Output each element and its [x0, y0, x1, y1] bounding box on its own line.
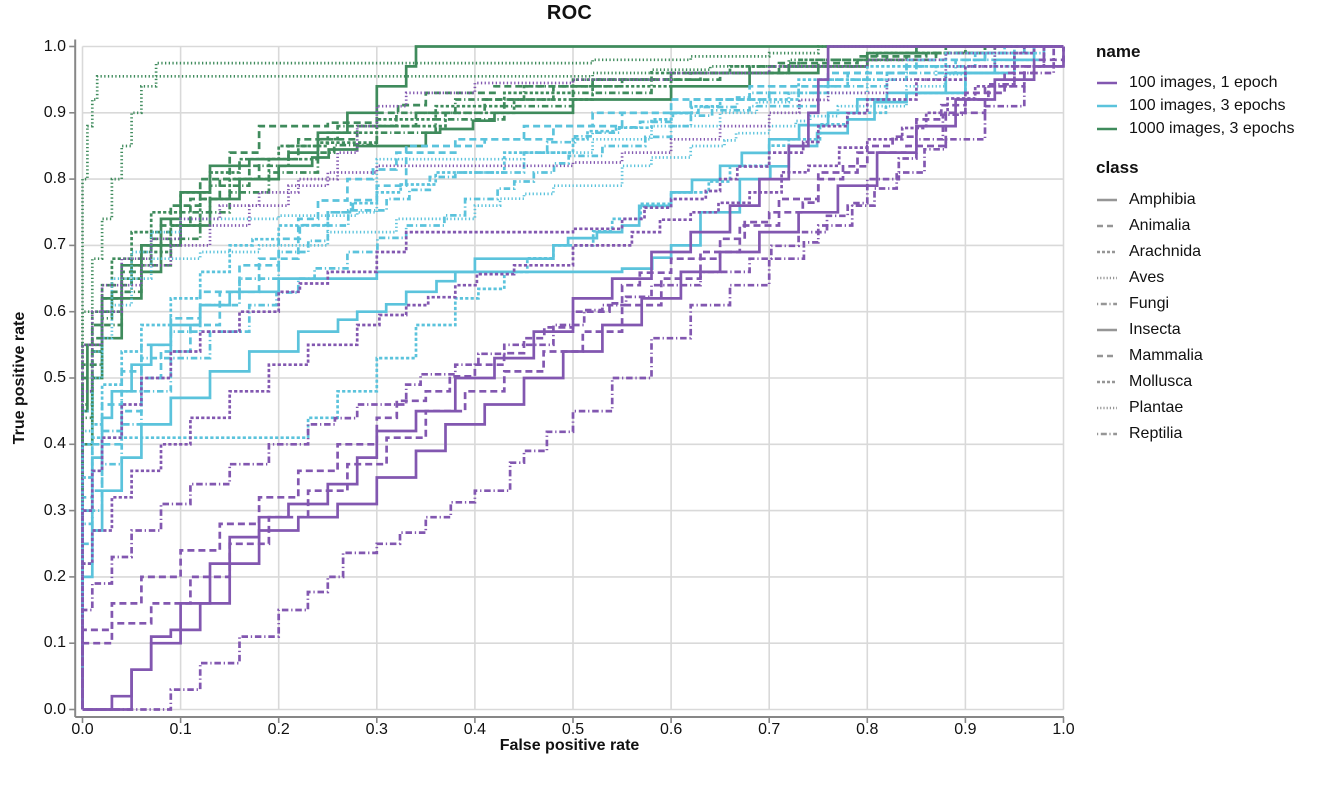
legend-swatch-line-icon	[1097, 127, 1117, 130]
legend: name 100 images, 1 epoch 100 images, 3 ep…	[1096, 42, 1336, 447]
x-tick-label: 0.6	[659, 721, 683, 738]
x-tick-label: 0.0	[71, 721, 94, 738]
roc-curve	[81, 45, 1064, 710]
x-tick-label: 1.0	[1052, 721, 1075, 738]
legend-entry-label: Aves	[1129, 269, 1165, 286]
y-tick-label: 0.9	[43, 103, 66, 121]
legend-swatch-line-icon	[1097, 328, 1117, 332]
legend-entry-label: Insecta	[1129, 321, 1181, 338]
legend-name-entry: 100 images, 1 epoch	[1096, 71, 1336, 94]
legend-group-name: name 100 images, 1 epoch 100 images, 3 ep…	[1096, 42, 1336, 140]
roc-curve	[81, 45, 1064, 710]
legend-entry-label: 100 images, 1 epoch	[1129, 73, 1278, 91]
legend-class-entry: Mammalia	[1096, 343, 1336, 369]
legend-class-entry: Amphibia	[1096, 187, 1336, 213]
x-tick-label: 0.9	[954, 721, 977, 738]
legend-entry-label: Animalia	[1129, 217, 1191, 234]
y-tick-label: 0.5	[43, 369, 66, 386]
y-tick-label: 0.8	[43, 170, 66, 188]
legend-entry-label: Fungi	[1129, 295, 1170, 312]
x-tick-label: 0.8	[856, 721, 879, 738]
legend-class-entry: Insecta	[1096, 317, 1336, 343]
x-tick-label: 0.4	[463, 721, 487, 738]
legend-class-title: class	[1096, 158, 1139, 177]
legend-entry-label: Mollusca	[1129, 373, 1193, 390]
legend-name-entry: 100 images, 3 epochs	[1096, 94, 1336, 117]
x-tick-label: 0.3	[365, 721, 388, 738]
legend-entry-label: Reptilia	[1129, 425, 1183, 442]
roc-curve	[82, 46, 1065, 711]
legend-class-entry: Animalia	[1096, 213, 1336, 239]
roc-curve	[82, 45, 1064, 711]
y-tick-label: 1.0	[43, 37, 66, 55]
roc-curve	[81, 45, 1064, 710]
legend-swatch-line-icon	[1097, 276, 1117, 280]
legend-entry-label: Mammalia	[1129, 347, 1203, 364]
legend-swatch-line-icon	[1097, 380, 1117, 384]
y-tick-label: 0.2	[43, 567, 66, 585]
legend-swatch-line-icon	[1097, 224, 1117, 228]
roc-curve	[81, 45, 1064, 710]
legend-entry-label: Amphibia	[1129, 191, 1196, 208]
legend-class-entry: Plantae	[1096, 395, 1336, 421]
roc-curve	[81, 45, 1064, 710]
roc-curve	[81, 45, 1064, 710]
legend-entry-label: 100 images, 3 epochs	[1129, 96, 1286, 114]
legend-swatch-line-icon	[1097, 104, 1117, 107]
y-tick-label: 0.3	[43, 501, 66, 519]
legend-entry-label: Arachnida	[1129, 243, 1202, 260]
roc-curve	[81, 45, 1064, 710]
legend-class-entry: Reptilia	[1096, 421, 1336, 447]
roc-curve	[81, 45, 1064, 710]
legend-entry-label: 1000 images, 3 epochs	[1129, 119, 1295, 137]
legend-class-entry: Arachnida	[1096, 239, 1336, 265]
y-tick-label: 0.4	[43, 435, 66, 453]
legend-swatch-line-icon	[1097, 250, 1117, 254]
legend-entry-label: Plantae	[1129, 399, 1184, 416]
roc-curve	[81, 46, 1065, 710]
legend-swatch-line-icon	[1097, 198, 1117, 202]
x-tick-label: 0.5	[561, 721, 585, 738]
roc-curve	[81, 45, 1064, 710]
y-tick-label: 0.7	[43, 236, 66, 254]
legend-swatch-line-icon	[1097, 302, 1117, 306]
roc-curve	[81, 45, 1064, 710]
legend-class-entry: Fungi	[1096, 291, 1336, 317]
roc-curve	[81, 45, 1064, 710]
y-tick-label: 0.1	[43, 634, 66, 652]
x-axis-title: False positive rate	[499, 737, 640, 754]
legend-swatch-line-icon	[1097, 81, 1117, 84]
y-tick-label: 0.6	[43, 302, 66, 320]
x-tick-label: 0.7	[758, 721, 781, 738]
roc-curve	[81, 45, 1064, 710]
legend-swatch-line-icon	[1097, 406, 1117, 410]
legend-swatch-line-icon	[1097, 354, 1117, 358]
legend-name-title: name	[1096, 42, 1141, 61]
roc-curve	[81, 45, 1064, 710]
legend-class-entry: Mollusca	[1096, 369, 1336, 395]
chart-title: ROC	[546, 2, 593, 24]
x-tick-label: 0.2	[267, 721, 290, 738]
x-tick-label: 0.1	[169, 721, 192, 738]
legend-name-entry: 1000 images, 3 epochs	[1096, 117, 1336, 140]
legend-swatch-line-icon	[1097, 432, 1117, 436]
legend-class-entry: Aves	[1096, 265, 1336, 291]
legend-group-class: class Amphibia Animalia Arachnida Aves Fungi…	[1096, 158, 1336, 447]
y-tick-label: 0.0	[43, 700, 66, 718]
